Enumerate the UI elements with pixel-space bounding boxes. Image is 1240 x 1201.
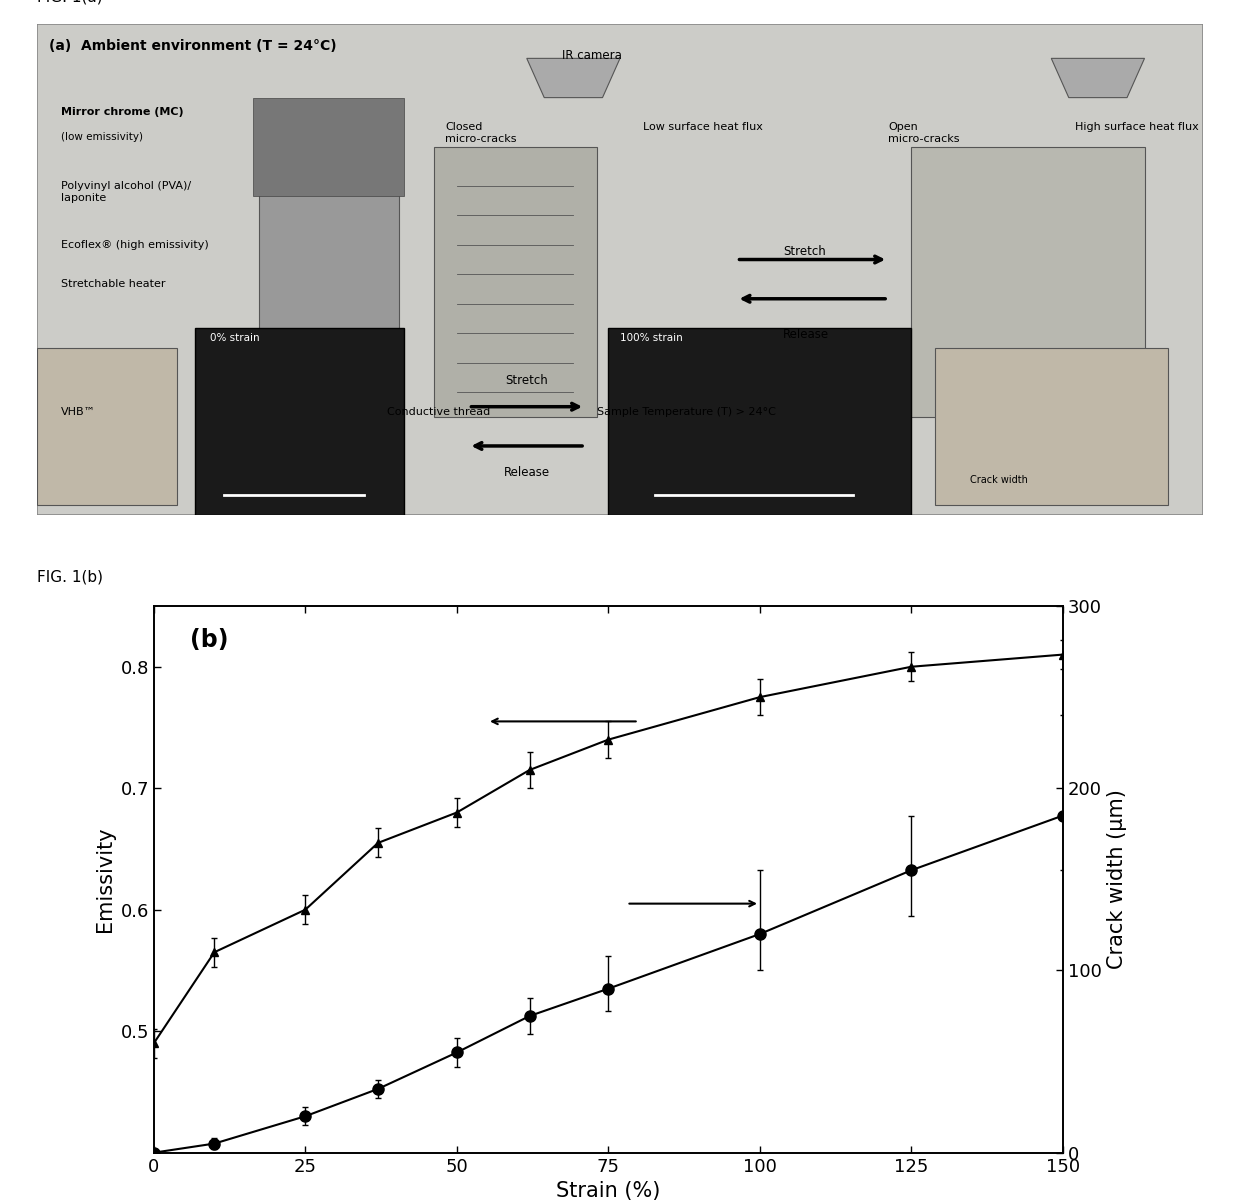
- Y-axis label: Crack width (μm): Crack width (μm): [1107, 789, 1127, 969]
- FancyBboxPatch shape: [609, 328, 911, 515]
- Text: Open
micro-cracks: Open micro-cracks: [888, 123, 960, 144]
- Text: Crack width: Crack width: [970, 476, 1028, 485]
- Text: High surface heat flux: High surface heat flux: [1075, 123, 1198, 132]
- Text: Ecoflex® (high emissivity): Ecoflex® (high emissivity): [61, 240, 208, 250]
- Polygon shape: [1052, 59, 1145, 97]
- Text: Polyvinyl alcohol (PVA)/
laponite: Polyvinyl alcohol (PVA)/ laponite: [61, 181, 191, 203]
- FancyBboxPatch shape: [37, 24, 1203, 515]
- Text: 0% strain: 0% strain: [210, 333, 259, 343]
- Text: FIG. 1(b): FIG. 1(b): [37, 569, 103, 585]
- Text: Stretch: Stretch: [506, 374, 548, 387]
- Text: Mirror chrome (MC): Mirror chrome (MC): [61, 107, 184, 118]
- FancyBboxPatch shape: [935, 348, 1168, 504]
- Polygon shape: [527, 59, 620, 97]
- Text: IR camera: IR camera: [562, 48, 621, 61]
- Text: VHB™: VHB™: [61, 407, 95, 417]
- Text: Stretch: Stretch: [784, 245, 826, 258]
- Text: Low surface heat flux: Low surface heat flux: [644, 123, 763, 132]
- Text: FIG. 1(a): FIG. 1(a): [37, 0, 103, 5]
- Text: Stretchable heater: Stretchable heater: [61, 279, 165, 289]
- FancyBboxPatch shape: [911, 147, 1145, 417]
- Text: Release: Release: [503, 466, 549, 478]
- Text: Sample Temperature (T) > 24°C: Sample Temperature (T) > 24°C: [596, 407, 775, 417]
- Text: (a)  Ambient environment (T = 24°C): (a) Ambient environment (T = 24°C): [48, 38, 336, 53]
- Text: Conductive thread: Conductive thread: [387, 407, 490, 417]
- FancyBboxPatch shape: [37, 348, 177, 504]
- FancyBboxPatch shape: [253, 97, 404, 196]
- Text: (low emissivity): (low emissivity): [61, 132, 143, 142]
- Text: 100% strain: 100% strain: [620, 333, 683, 343]
- FancyBboxPatch shape: [195, 328, 404, 515]
- FancyBboxPatch shape: [434, 147, 596, 417]
- Text: Release: Release: [784, 328, 830, 341]
- Text: Closed
micro-cracks: Closed micro-cracks: [445, 123, 517, 144]
- FancyBboxPatch shape: [259, 102, 398, 455]
